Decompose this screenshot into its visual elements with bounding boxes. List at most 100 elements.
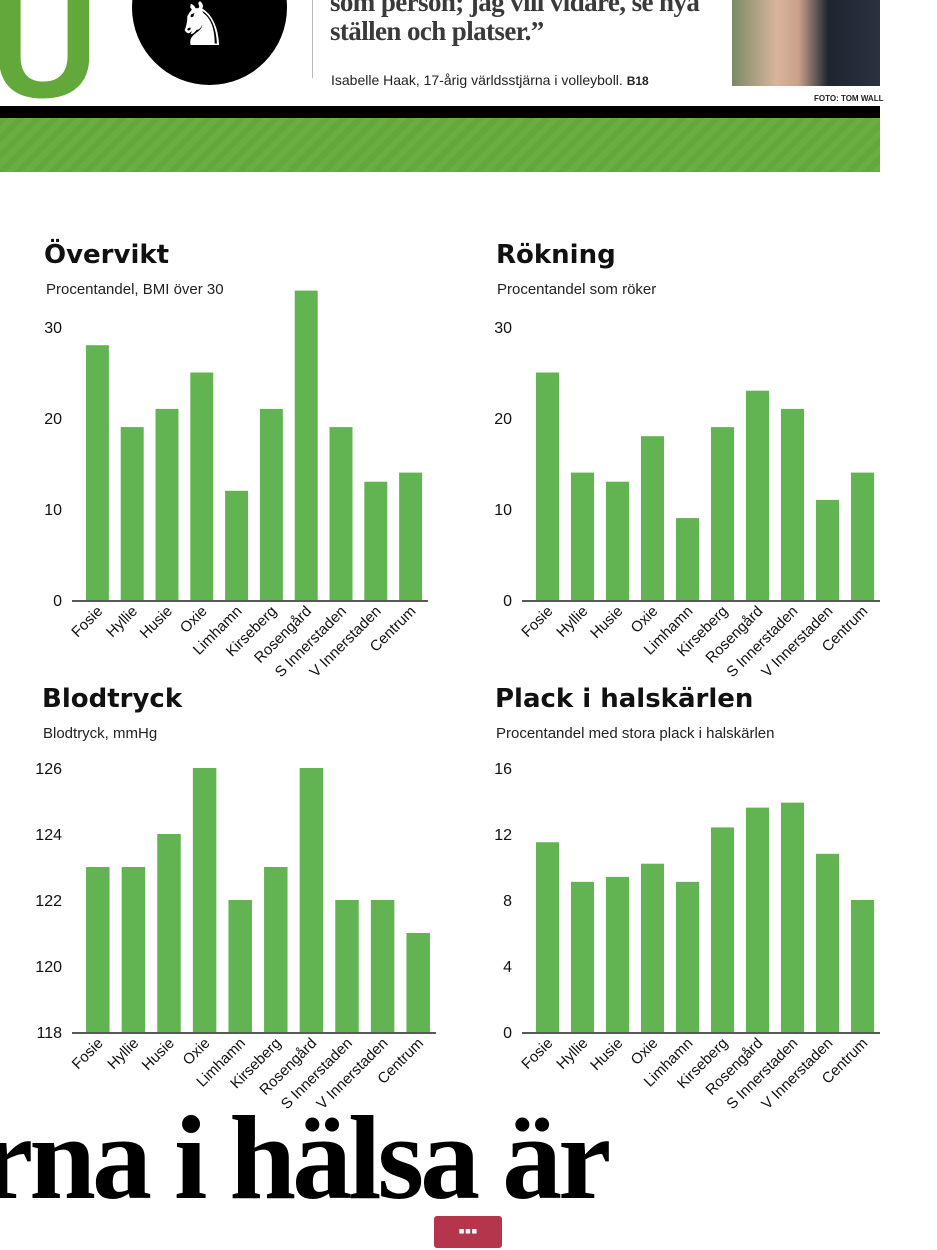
horse-icon: ♞ <box>175 0 229 58</box>
chart-subtitle: Procentandel som röker <box>497 281 657 298</box>
x-tick-label: Oxie <box>627 1035 661 1069</box>
y-tick-label: 122 <box>35 893 62 910</box>
x-tick-label: Kirseberg <box>674 603 731 660</box>
bar <box>640 436 665 600</box>
bar <box>85 345 109 600</box>
x-tick-label: Rosengård <box>702 1035 766 1099</box>
x-tick-label: Rosengård <box>251 603 315 667</box>
x-tick-label: Rosengård <box>702 603 766 667</box>
x-tick-label: Kirseberg <box>674 1035 731 1092</box>
chart-subtitle: Procentandel med stora plack i halskärle… <box>496 725 775 742</box>
bar <box>259 408 283 600</box>
bar <box>399 472 423 600</box>
bar <box>406 933 430 1032</box>
chart-subtitle: Blodtryck, mmHg <box>43 725 158 742</box>
bar <box>535 842 560 1032</box>
x-tick-label: Limhamn <box>190 603 246 659</box>
x-tick-label: Husie <box>139 1035 178 1074</box>
x-tick-label: Hyllie <box>104 1035 142 1073</box>
bar <box>850 900 875 1032</box>
bar <box>745 807 770 1032</box>
bar <box>192 768 217 1032</box>
bar <box>225 490 249 600</box>
bar <box>155 408 179 600</box>
photo <box>732 0 880 86</box>
y-tick-label: 0 <box>503 593 512 610</box>
chart-title: Övervikt <box>44 240 170 270</box>
bar <box>780 408 805 600</box>
bar <box>570 881 595 1032</box>
bar <box>190 372 214 600</box>
x-tick-label: Fosie <box>518 603 556 641</box>
chart-title: Blodtryck <box>42 684 183 714</box>
y-tick-label: 12 <box>494 827 512 844</box>
byline-text: Isabelle Haak, 17-årig världsstjärna i v… <box>331 72 623 88</box>
headline: rna i hälsa är <box>0 1091 611 1224</box>
x-tick-label: Limhamn <box>193 1035 249 1091</box>
x-tick-label: V Innerstaden <box>307 603 385 681</box>
x-tick-label: Oxie <box>627 603 661 637</box>
x-tick-label: Centrum <box>819 1035 872 1088</box>
x-tick-label: Oxie <box>180 1035 214 1069</box>
y-tick-label: 0 <box>53 593 62 610</box>
y-tick-label: 16 <box>494 761 512 778</box>
y-tick-label: 30 <box>494 320 512 337</box>
x-tick-label: Husie <box>137 603 176 642</box>
y-tick-label: 20 <box>494 411 512 428</box>
green-banner <box>0 118 880 172</box>
x-tick-label: S Innerstaden <box>723 603 801 681</box>
bar <box>294 290 318 600</box>
x-tick-label: Hyllie <box>553 603 591 641</box>
bar <box>780 802 805 1032</box>
x-tick-label: Rosengård <box>256 1035 320 1099</box>
bar <box>228 900 252 1032</box>
bar <box>364 481 388 600</box>
page-ref[interactable]: B18 <box>626 74 649 88</box>
y-tick-label: 10 <box>44 502 62 519</box>
y-tick-label: 120 <box>35 959 62 976</box>
y-tick-label: 30 <box>44 320 62 337</box>
bar <box>157 834 181 1032</box>
y-tick-label: 10 <box>494 502 512 519</box>
bar <box>535 372 560 600</box>
x-tick-label: Kirseberg <box>223 603 280 660</box>
x-tick-label: Husie <box>587 603 626 642</box>
black-bar <box>0 106 880 118</box>
y-tick-label: 126 <box>35 761 62 778</box>
bar <box>675 881 700 1032</box>
bar <box>121 867 146 1032</box>
bar <box>850 472 875 600</box>
bar <box>570 472 595 600</box>
photo-credit: FOTO: TOM WALL <box>814 94 884 103</box>
x-tick-label: Fosie <box>518 1035 556 1073</box>
bar <box>264 867 288 1032</box>
y-tick-label: 20 <box>44 411 62 428</box>
bar <box>640 863 665 1032</box>
y-tick-label: 8 <box>503 893 512 910</box>
x-tick-label: Fosie <box>69 1035 107 1073</box>
x-tick-label: Fosie <box>68 603 106 641</box>
x-tick-label: V Innerstaden <box>758 603 836 681</box>
bar <box>710 827 735 1032</box>
y-tick-label: 0 <box>503 1025 512 1042</box>
bar <box>815 853 840 1032</box>
x-tick-label: V Innerstaden <box>758 1035 836 1113</box>
x-tick-label: Centrum <box>819 603 872 656</box>
x-tick-label: S Innerstaden <box>272 603 350 681</box>
y-tick-label: 124 <box>35 827 62 844</box>
x-tick-label: S Innerstaden <box>723 1035 801 1113</box>
bar <box>605 876 630 1032</box>
x-tick-label: Centrum <box>374 1035 427 1088</box>
x-tick-label: Husie <box>587 1035 626 1074</box>
more-button[interactable]: ▪▪▪ <box>434 1216 502 1248</box>
y-tick-label: 118 <box>36 1025 62 1042</box>
bar <box>370 900 395 1032</box>
bar <box>710 427 735 600</box>
bar <box>605 481 630 600</box>
y-tick-label: 4 <box>503 959 512 976</box>
x-tick-label: Hyllie <box>553 1035 591 1073</box>
x-tick-label: Oxie <box>177 603 211 637</box>
